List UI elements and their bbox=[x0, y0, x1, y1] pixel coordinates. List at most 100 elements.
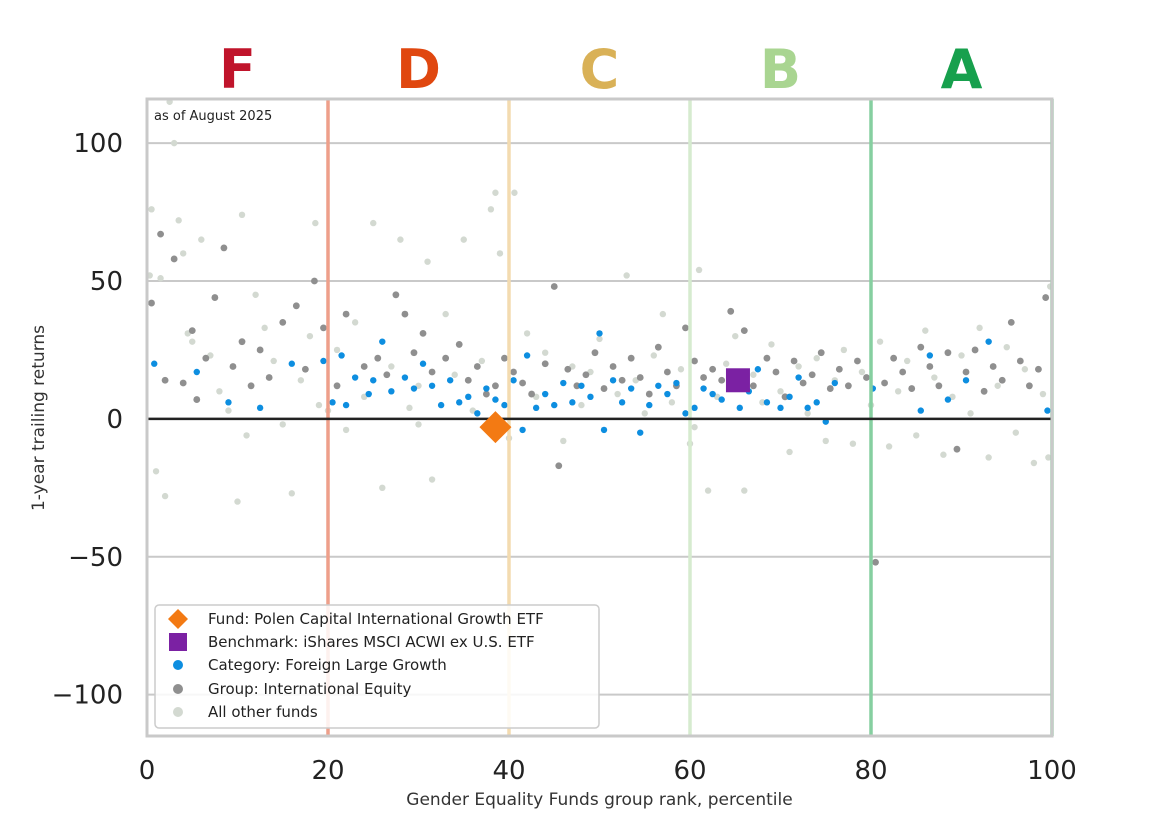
data-point bbox=[379, 338, 386, 345]
data-point bbox=[410, 385, 418, 392]
data-point bbox=[279, 421, 286, 428]
data-point bbox=[1025, 382, 1033, 390]
data-point bbox=[292, 302, 300, 310]
data-point bbox=[374, 354, 382, 362]
x-tick-label: 40 bbox=[492, 756, 525, 786]
data-point bbox=[627, 354, 635, 362]
data-point bbox=[342, 310, 350, 318]
data-point bbox=[270, 357, 277, 365]
data-point bbox=[351, 374, 359, 381]
data-point bbox=[320, 357, 327, 365]
data-point bbox=[446, 377, 454, 384]
data-point bbox=[428, 382, 436, 389]
data-point bbox=[406, 404, 413, 412]
data-point bbox=[301, 365, 309, 373]
data-point bbox=[904, 357, 911, 365]
y-tick-label: 50 bbox=[90, 267, 123, 297]
data-point bbox=[849, 440, 857, 447]
data-point bbox=[822, 437, 829, 445]
data-point bbox=[831, 379, 838, 387]
data-point bbox=[727, 307, 735, 315]
data-point bbox=[600, 426, 608, 434]
data-point bbox=[338, 352, 345, 359]
data-point bbox=[645, 390, 653, 398]
data-point bbox=[225, 407, 232, 414]
data-point bbox=[854, 357, 861, 365]
data-point bbox=[777, 404, 784, 412]
x-axis-title: Gender Equality Funds group rank, percen… bbox=[406, 790, 792, 810]
data-point bbox=[944, 349, 952, 357]
data-point bbox=[401, 374, 409, 381]
data-point bbox=[569, 399, 576, 406]
data-point bbox=[844, 382, 852, 390]
data-point bbox=[523, 352, 531, 359]
legend-label: All other funds bbox=[208, 703, 318, 721]
y-axis-ticks: 100 50 0 −50 −100 bbox=[52, 129, 123, 711]
data-point bbox=[723, 360, 730, 367]
data-point bbox=[777, 388, 784, 395]
data-point bbox=[474, 410, 481, 417]
data-point bbox=[424, 258, 431, 265]
data-point bbox=[478, 357, 486, 365]
legend-label: Category: Foreign Large Growth bbox=[208, 656, 447, 674]
x-tick-label: 100 bbox=[1027, 756, 1077, 786]
data-point bbox=[1030, 459, 1038, 467]
data-point bbox=[732, 332, 739, 340]
data-point bbox=[1044, 407, 1051, 414]
data-point bbox=[442, 354, 450, 362]
data-point bbox=[542, 349, 549, 356]
data-point bbox=[677, 366, 685, 373]
data-point bbox=[985, 454, 992, 461]
data-point bbox=[759, 399, 766, 406]
data-point bbox=[482, 390, 490, 398]
data-point bbox=[519, 379, 526, 387]
data-point bbox=[560, 379, 567, 387]
data-point bbox=[935, 382, 943, 390]
data-point bbox=[967, 410, 974, 417]
data-point bbox=[795, 363, 802, 370]
data-point bbox=[442, 310, 449, 318]
data-point bbox=[510, 377, 517, 384]
data-point bbox=[179, 379, 187, 387]
x-axis-ticks: 0 20 40 60 80 100 bbox=[139, 756, 1077, 786]
data-point bbox=[646, 401, 653, 409]
data-point bbox=[704, 487, 712, 494]
data-point bbox=[881, 379, 888, 387]
data-point bbox=[654, 343, 662, 351]
data-point bbox=[885, 443, 893, 450]
data-point bbox=[591, 349, 599, 357]
data-point bbox=[297, 377, 305, 384]
legend-dot-icon bbox=[173, 684, 183, 694]
data-point bbox=[419, 329, 427, 337]
data-point bbox=[198, 236, 205, 243]
data-point bbox=[786, 448, 793, 456]
legend-label: Group: International Equity bbox=[208, 680, 412, 698]
data-point bbox=[465, 393, 472, 401]
grade-label-c: C bbox=[580, 38, 620, 101]
data-point bbox=[455, 341, 463, 348]
data-point bbox=[808, 371, 816, 379]
data-point bbox=[383, 371, 391, 379]
data-point bbox=[578, 382, 585, 389]
data-point bbox=[564, 365, 572, 373]
data-point bbox=[636, 374, 644, 381]
data-point bbox=[473, 363, 481, 370]
data-point bbox=[555, 462, 563, 470]
data-point bbox=[587, 393, 594, 401]
data-point bbox=[247, 382, 255, 390]
data-point bbox=[894, 388, 902, 395]
data-point bbox=[550, 283, 558, 290]
data-point bbox=[288, 490, 295, 497]
data-point bbox=[288, 360, 295, 367]
data-point bbox=[510, 368, 517, 376]
data-point bbox=[193, 396, 201, 403]
legend-benchmark-icon bbox=[169, 633, 187, 651]
data-point bbox=[650, 352, 657, 359]
data-point bbox=[220, 244, 228, 252]
data-point bbox=[397, 236, 404, 243]
data-point bbox=[709, 390, 716, 398]
benchmark-square-marker bbox=[725, 368, 750, 393]
data-point bbox=[682, 410, 689, 417]
data-point bbox=[451, 371, 458, 378]
